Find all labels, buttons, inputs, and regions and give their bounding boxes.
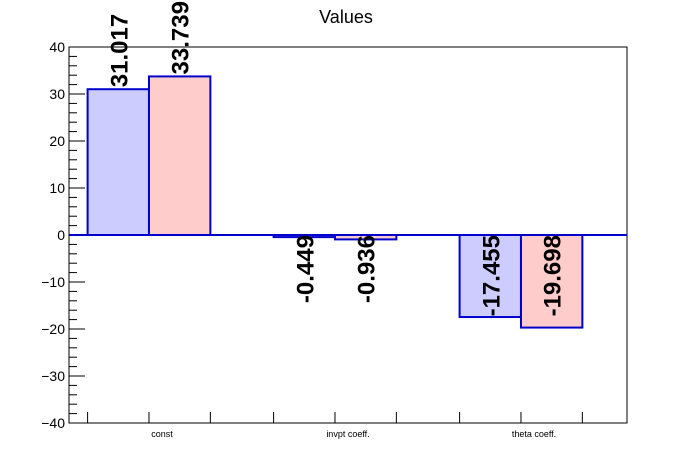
x-category-label: const [151, 429, 173, 439]
x-axis: const invpt coeff. theta coeff. [87, 412, 583, 439]
y-tick-label: 0 [57, 227, 65, 243]
x-category-label: theta coeff. [512, 429, 556, 439]
value-labels: 31.017 33.739 -0.449 -0.936 -17.455 -19.698 [106, 1, 566, 316]
y-tick-label: 20 [49, 133, 65, 149]
bar [458, 234, 522, 319]
y-tick-label: −20 [41, 321, 65, 337]
y-tick-label: −10 [41, 274, 65, 290]
y-axis: −40 −30 −20 −10 0 10 20 30 40 [41, 39, 85, 431]
bar-value-label: -0.449 [292, 235, 319, 303]
bar-value-label: -17.455 [478, 235, 505, 316]
y-tick-label: −30 [41, 368, 65, 384]
y-tick-label: 30 [49, 86, 65, 102]
chart-title: Values [319, 7, 373, 27]
x-category-label: invpt coeff. [326, 429, 369, 439]
bar [147, 75, 212, 236]
bar [519, 234, 584, 329]
bar-value-label: -0.936 [354, 235, 381, 303]
bars [69, 75, 627, 329]
bar-value-label: -19.698 [540, 235, 567, 316]
bar [86, 88, 150, 237]
y-tick-label: −40 [41, 415, 65, 431]
y-tick-label: 40 [49, 39, 65, 55]
y-tick-label: 10 [49, 180, 65, 196]
bar-value-label: 31.017 [106, 14, 133, 87]
bar-value-label: 33.739 [168, 1, 195, 74]
